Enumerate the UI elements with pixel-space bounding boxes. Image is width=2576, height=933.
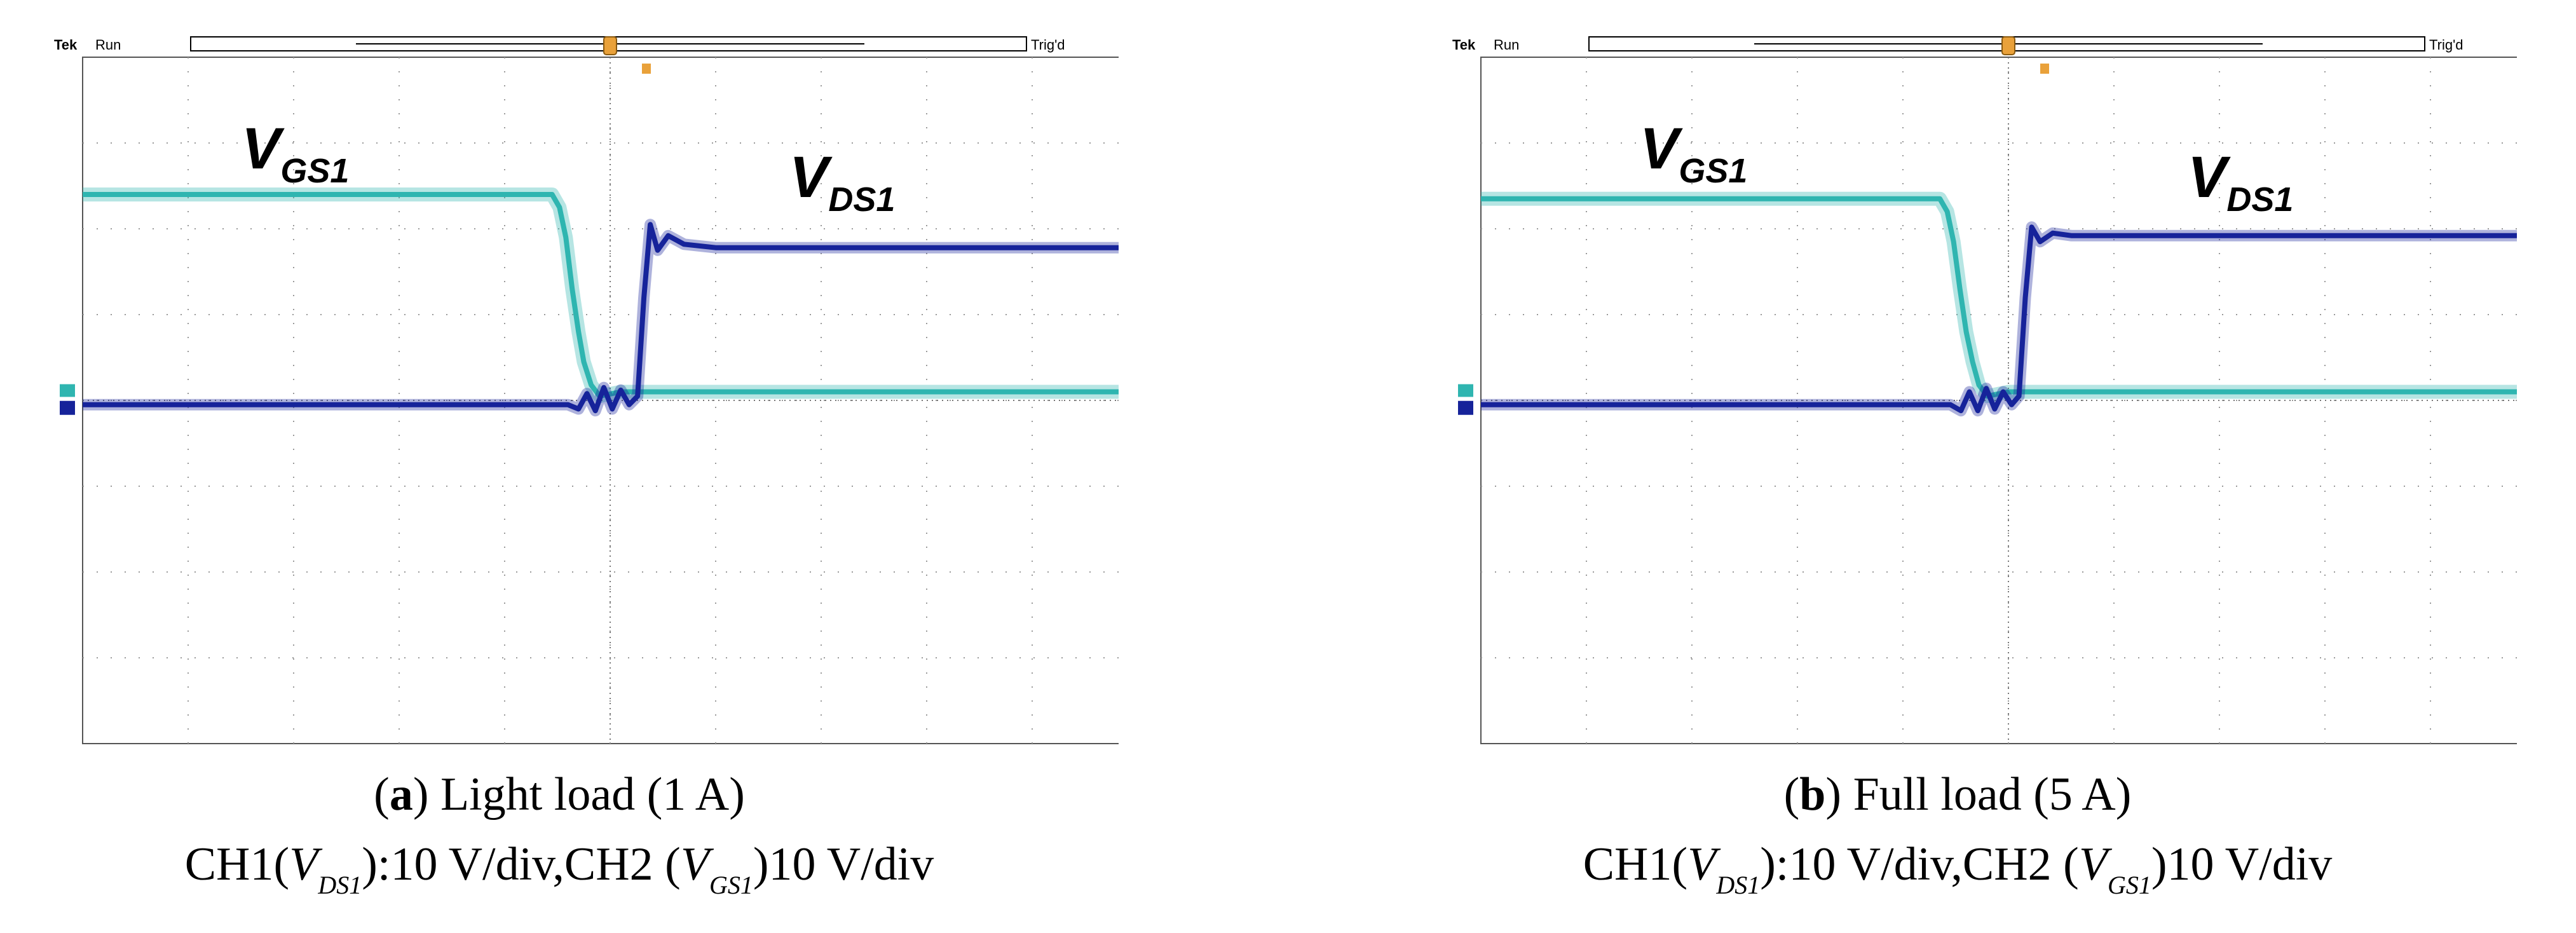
ch2-ground-marker — [60, 384, 75, 397]
label-vgs-sub: GS1 — [1679, 152, 1747, 190]
svg-text:VDS1: VDS1 — [2188, 145, 2293, 219]
caption-letter-b: b — [1799, 768, 1826, 821]
ch2-symbol: V — [2078, 838, 2108, 890]
label-vgs: V — [1640, 116, 1683, 181]
scope-trigger-status: Trig'd — [1031, 37, 1065, 53]
label-vds-sub: DS1 — [2226, 180, 2293, 219]
ch2-subscript: GS1 — [2108, 871, 2151, 899]
trigger-marker-icon — [642, 64, 651, 74]
scope-brand: Tek — [1452, 37, 1476, 53]
caption-letter-a: a — [389, 768, 413, 821]
label-vgs: V — [242, 116, 285, 181]
ch1-ground-marker — [60, 400, 75, 415]
caption-prefix: CH1( — [184, 838, 290, 890]
ch1-scale: ):10 V/div,CH2 ( — [1760, 838, 2079, 890]
trace-vds1 — [83, 222, 1119, 414]
ch2-ground-marker — [1458, 384, 1473, 397]
trigger-position-marker — [2001, 36, 2015, 55]
label-vds-sub: DS1 — [828, 180, 895, 219]
caption-text-b: Full load (5 A) — [1853, 768, 2132, 821]
scope-trigger-status: Trig'd — [2429, 37, 2464, 53]
caption-title-b: (b) Full load (5 A) — [1783, 768, 2132, 821]
scope-status: Run — [1494, 37, 1519, 53]
scope-status: Run — [95, 37, 121, 53]
ch1-subscript: DS1 — [1716, 871, 1761, 899]
svg-text:VGS1: VGS1 — [1640, 116, 1747, 190]
ch2-scale: )10 V/div — [753, 838, 934, 890]
ch1-scale: ):10 V/div,CH2 ( — [362, 838, 681, 890]
ch1-symbol: V — [289, 838, 318, 890]
svg-text:VDS1: VDS1 — [789, 145, 895, 219]
ch2-symbol: V — [680, 838, 710, 890]
label-vgs-sub: GS1 — [280, 152, 349, 190]
caption-scale-a: CH1(VDS1):10 V/div,CH2 (VGS1)10 V/div — [0, 838, 1119, 899]
ch1-subscript: DS1 — [318, 871, 362, 899]
svg-text:VGS1: VGS1 — [242, 116, 349, 190]
oscilloscope-screen-a: Tek Run Trig'd VGS1 VDS1 — [54, 36, 1119, 744]
ch1-ground-marker — [1458, 400, 1473, 415]
caption-scale-b: CH1(VDS1):10 V/div,CH2 (VGS1)10 V/div — [1398, 838, 2517, 899]
oscilloscope-screen-b: Tek Run Trig'd VGS1 VDS1 — [1452, 36, 2517, 744]
caption-prefix: CH1( — [1583, 838, 1688, 890]
label-vds: V — [2188, 145, 2231, 210]
trace-vds1 — [1481, 224, 2517, 414]
trigger-position-marker — [603, 36, 617, 55]
ch2-subscript: GS1 — [709, 871, 753, 899]
trigger-marker-icon — [2040, 64, 2049, 74]
label-vds: V — [789, 145, 833, 210]
panel-a: Tek Run Trig'd VGS1 VDS1 (a) Light load … — [0, 0, 1119, 933]
caption-title-a: (a) Light load (1 A) — [374, 768, 745, 821]
ch2-scale: )10 V/div — [2151, 838, 2333, 890]
panel-b: Tek Run Trig'd VGS1 VDS1 (b) Full load (… — [1398, 0, 2517, 933]
scope-brand: Tek — [54, 37, 78, 53]
caption-text-a: Light load (1 A) — [440, 768, 745, 821]
trace-vgs1 — [1481, 196, 2517, 399]
ch1-symbol: V — [1687, 838, 1717, 890]
